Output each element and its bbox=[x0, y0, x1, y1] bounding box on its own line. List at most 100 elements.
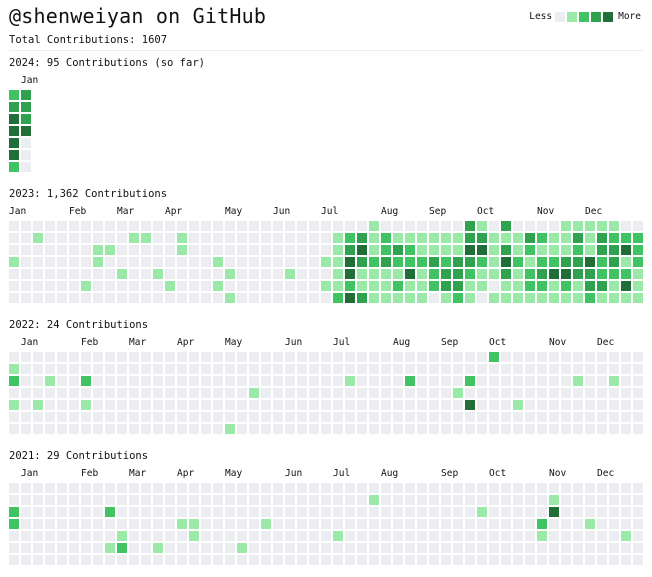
contribution-day-cell[interactable] bbox=[165, 233, 175, 243]
contribution-day-cell[interactable] bbox=[633, 388, 643, 398]
contribution-day-cell[interactable] bbox=[489, 376, 499, 386]
contribution-day-cell[interactable] bbox=[537, 245, 547, 255]
contribution-day-cell[interactable] bbox=[249, 364, 259, 374]
contribution-day-cell[interactable] bbox=[105, 245, 115, 255]
contribution-day-cell[interactable] bbox=[141, 424, 151, 434]
contribution-day-cell[interactable] bbox=[189, 424, 199, 434]
contribution-day-cell[interactable] bbox=[285, 555, 295, 565]
contribution-day-cell[interactable] bbox=[321, 281, 331, 291]
contribution-day-cell[interactable] bbox=[405, 233, 415, 243]
contribution-day-cell[interactable] bbox=[285, 352, 295, 362]
contribution-day-cell[interactable] bbox=[93, 400, 103, 410]
contribution-day-cell[interactable] bbox=[213, 543, 223, 553]
contribution-day-cell[interactable] bbox=[333, 364, 343, 374]
contribution-day-cell[interactable] bbox=[189, 269, 199, 279]
contribution-day-cell[interactable] bbox=[549, 233, 559, 243]
contribution-day-cell[interactable] bbox=[21, 138, 31, 148]
contribution-day-cell[interactable] bbox=[321, 352, 331, 362]
contribution-day-cell[interactable] bbox=[309, 531, 319, 541]
contribution-day-cell[interactable] bbox=[297, 424, 307, 434]
contribution-day-cell[interactable] bbox=[225, 281, 235, 291]
contribution-day-cell[interactable] bbox=[357, 555, 367, 565]
contribution-day-cell[interactable] bbox=[81, 233, 91, 243]
contribution-day-cell[interactable] bbox=[441, 507, 451, 517]
contribution-day-cell[interactable] bbox=[129, 412, 139, 422]
contribution-day-cell[interactable] bbox=[381, 352, 391, 362]
contribution-day-cell[interactable] bbox=[573, 412, 583, 422]
contribution-day-cell[interactable] bbox=[33, 352, 43, 362]
contribution-day-cell[interactable] bbox=[477, 388, 487, 398]
contribution-day-cell[interactable] bbox=[441, 519, 451, 529]
contribution-day-cell[interactable] bbox=[537, 531, 547, 541]
contribution-day-cell[interactable] bbox=[9, 519, 19, 529]
contribution-day-cell[interactable] bbox=[549, 424, 559, 434]
contribution-day-cell[interactable] bbox=[621, 221, 631, 231]
contribution-day-cell[interactable] bbox=[525, 507, 535, 517]
contribution-day-cell[interactable] bbox=[273, 388, 283, 398]
contribution-day-cell[interactable] bbox=[561, 281, 571, 291]
contribution-day-cell[interactable] bbox=[9, 233, 19, 243]
contribution-day-cell[interactable] bbox=[321, 245, 331, 255]
contribution-day-cell[interactable] bbox=[213, 281, 223, 291]
contribution-day-cell[interactable] bbox=[273, 352, 283, 362]
contribution-day-cell[interactable] bbox=[177, 245, 187, 255]
contribution-day-cell[interactable] bbox=[9, 293, 19, 303]
contribution-day-cell[interactable] bbox=[273, 233, 283, 243]
contribution-day-cell[interactable] bbox=[273, 293, 283, 303]
contribution-day-cell[interactable] bbox=[57, 364, 67, 374]
contribution-day-cell[interactable] bbox=[297, 555, 307, 565]
contribution-day-cell[interactable] bbox=[33, 495, 43, 505]
contribution-day-cell[interactable] bbox=[609, 352, 619, 362]
contribution-day-cell[interactable] bbox=[489, 388, 499, 398]
contribution-day-cell[interactable] bbox=[9, 245, 19, 255]
contribution-day-cell[interactable] bbox=[153, 257, 163, 267]
contribution-day-cell[interactable] bbox=[441, 531, 451, 541]
contribution-day-cell[interactable] bbox=[81, 519, 91, 529]
contribution-day-cell[interactable] bbox=[249, 376, 259, 386]
contribution-day-cell[interactable] bbox=[357, 388, 367, 398]
contribution-day-cell[interactable] bbox=[345, 555, 355, 565]
contribution-day-cell[interactable] bbox=[477, 376, 487, 386]
contribution-day-cell[interactable] bbox=[81, 221, 91, 231]
contribution-day-cell[interactable] bbox=[345, 483, 355, 493]
contribution-day-cell[interactable] bbox=[105, 388, 115, 398]
contribution-day-cell[interactable] bbox=[237, 293, 247, 303]
contribution-day-cell[interactable] bbox=[465, 412, 475, 422]
contribution-day-cell[interactable] bbox=[345, 221, 355, 231]
contribution-day-cell[interactable] bbox=[429, 281, 439, 291]
contribution-day-cell[interactable] bbox=[129, 495, 139, 505]
contribution-day-cell[interactable] bbox=[297, 412, 307, 422]
contribution-day-cell[interactable] bbox=[189, 245, 199, 255]
contribution-day-cell[interactable] bbox=[225, 483, 235, 493]
contribution-day-cell[interactable] bbox=[465, 269, 475, 279]
contribution-day-cell[interactable] bbox=[261, 412, 271, 422]
contribution-day-cell[interactable] bbox=[549, 412, 559, 422]
contribution-day-cell[interactable] bbox=[441, 543, 451, 553]
contribution-day-cell[interactable] bbox=[609, 519, 619, 529]
contribution-day-cell[interactable] bbox=[213, 352, 223, 362]
contribution-day-cell[interactable] bbox=[537, 221, 547, 231]
contribution-day-cell[interactable] bbox=[477, 293, 487, 303]
contribution-day-cell[interactable] bbox=[237, 495, 247, 505]
contribution-day-cell[interactable] bbox=[177, 376, 187, 386]
contribution-day-cell[interactable] bbox=[249, 281, 259, 291]
contribution-day-cell[interactable] bbox=[165, 293, 175, 303]
contribution-day-cell[interactable] bbox=[177, 221, 187, 231]
contribution-day-cell[interactable] bbox=[597, 221, 607, 231]
contribution-day-cell[interactable] bbox=[237, 507, 247, 517]
contribution-day-cell[interactable] bbox=[213, 424, 223, 434]
contribution-day-cell[interactable] bbox=[489, 412, 499, 422]
contribution-day-cell[interactable] bbox=[69, 281, 79, 291]
contribution-day-cell[interactable] bbox=[297, 483, 307, 493]
contribution-day-cell[interactable] bbox=[93, 424, 103, 434]
contribution-day-cell[interactable] bbox=[609, 555, 619, 565]
contribution-day-cell[interactable] bbox=[381, 424, 391, 434]
contribution-day-cell[interactable] bbox=[213, 519, 223, 529]
contribution-day-cell[interactable] bbox=[273, 543, 283, 553]
contribution-day-cell[interactable] bbox=[453, 281, 463, 291]
contribution-day-cell[interactable] bbox=[141, 483, 151, 493]
contribution-day-cell[interactable] bbox=[549, 257, 559, 267]
contribution-day-cell[interactable] bbox=[153, 221, 163, 231]
contribution-day-cell[interactable] bbox=[225, 221, 235, 231]
contribution-day-cell[interactable] bbox=[585, 376, 595, 386]
